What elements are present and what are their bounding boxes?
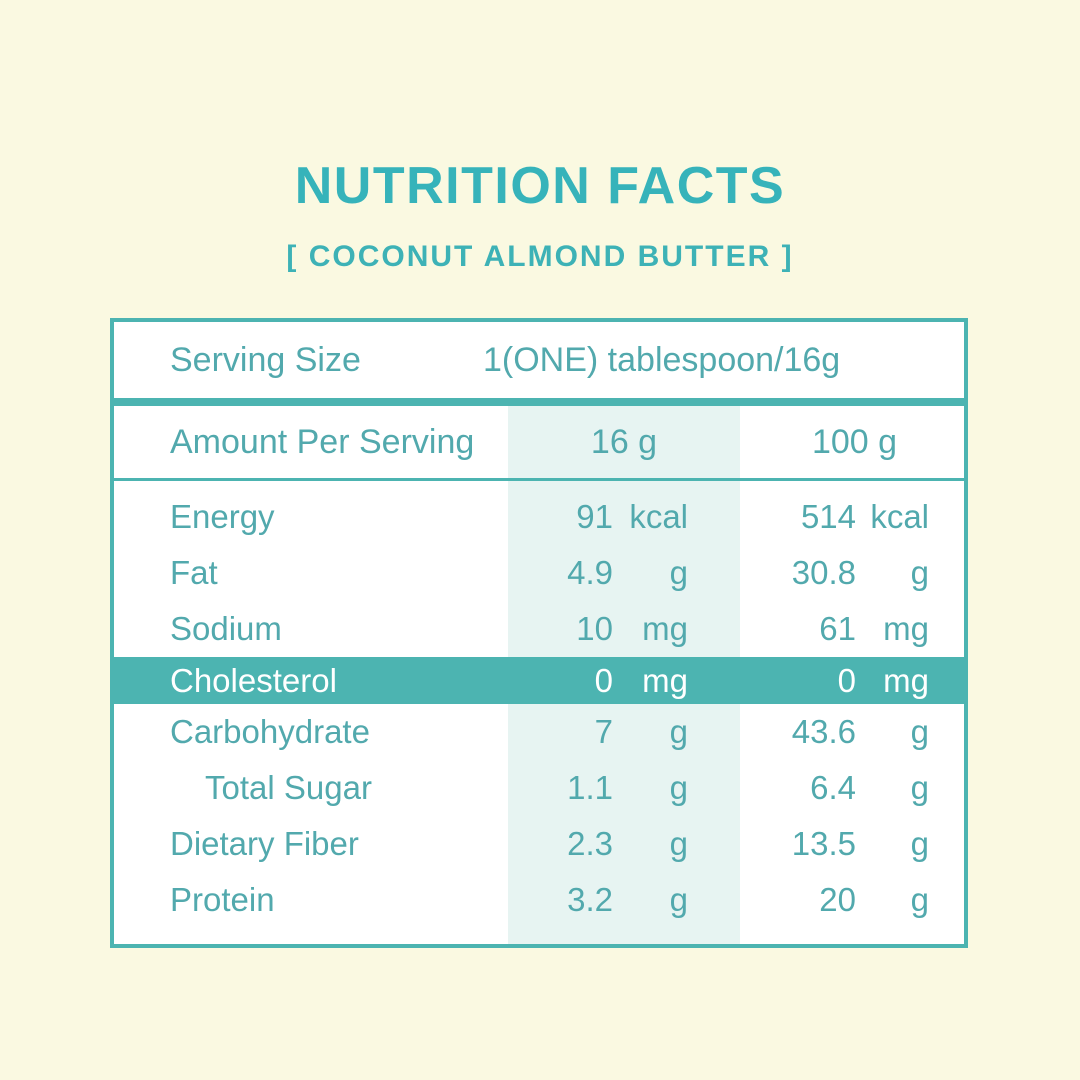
value-per-100g: 6.4	[810, 769, 856, 806]
nutrient-label: Sodium	[170, 610, 282, 647]
unit-per-100g: mg	[883, 661, 929, 699]
nutrient-row-carbohydrate: Carbohydrate 7 g 43.6 g	[114, 704, 964, 760]
unit-per-16g: g	[669, 713, 688, 750]
unit-per-100g: mg	[883, 610, 929, 647]
unit-per-100g: g	[910, 825, 929, 862]
page-title: NUTRITION FACTS	[294, 157, 786, 215]
amount-per-100g: 0 mg	[745, 662, 964, 700]
serving-size-value: 1(ONE) tablespoon/16g	[483, 340, 841, 379]
amount-per-100g: 514 kcal	[745, 498, 964, 536]
value-per-100g: 514	[800, 498, 856, 535]
nutrient-label: Carbohydrate	[170, 713, 370, 750]
amount-per-100g: 30.8 g	[745, 554, 964, 592]
value-per-16g: 91	[576, 498, 613, 535]
value-per-16g: 4.9	[567, 554, 613, 591]
nutrient-label: Protein	[170, 881, 275, 918]
thick-divider	[114, 398, 964, 406]
amount-per-16g: 1.1 g	[508, 769, 740, 807]
amount-per-serving-label: Amount Per Serving	[170, 422, 475, 461]
nutrient-label: Energy	[170, 498, 275, 535]
nutrient-label: Dietary Fiber	[170, 825, 359, 862]
unit-per-16g: mg	[642, 661, 688, 699]
nutrient-label: Total Sugar	[205, 769, 372, 806]
nutrient-row-protein: Protein 3.2 g 20 g	[114, 872, 964, 928]
nutrient-label: Cholesterol	[170, 661, 337, 699]
value-per-100g: 0	[837, 661, 856, 699]
value-per-16g: 7	[594, 713, 613, 750]
amount-per-100g: 20 g	[745, 881, 964, 919]
value-per-16g: 10	[576, 610, 613, 647]
nutrition-table: Serving Size 1(ONE) tablespoon/16g Amoun…	[110, 318, 968, 948]
unit-per-100g: g	[910, 554, 929, 591]
value-per-100g: 20	[819, 881, 856, 918]
value-per-16g: 0	[594, 661, 613, 699]
unit-per-16g: g	[669, 769, 688, 806]
nutrient-row-fat: Fat 4.9 g 30.8 g	[114, 545, 964, 601]
nutrient-row-sodium: Sodium 10 mg 61 mg	[114, 601, 964, 657]
unit-per-16g: mg	[642, 610, 688, 647]
value-per-16g: 2.3	[567, 825, 613, 862]
value-per-100g: 61	[819, 610, 856, 647]
value-per-100g: 43.6	[791, 713, 856, 750]
value-per-16g: 1.1	[567, 769, 613, 806]
unit-per-100g: kcal	[870, 498, 929, 535]
unit-per-16g: g	[669, 825, 688, 862]
nutrient-rows: Energy 91 kcal 514 kcal Fat 4.9 g 30.8 g Sodium 10 m…	[114, 481, 964, 928]
column-header-16g: 16 g	[590, 422, 658, 461]
amount-per-100g: 61 mg	[745, 610, 964, 648]
page-subtitle: [ COCONUT ALMOND BUTTER ]	[286, 240, 794, 273]
amount-per-100g: 43.6 g	[745, 713, 964, 751]
amount-per-16g: 3.2 g	[508, 881, 740, 919]
amount-per-100g: 6.4 g	[745, 769, 964, 807]
unit-per-100g: g	[910, 713, 929, 750]
value-per-100g: 30.8	[791, 554, 856, 591]
amount-per-16g: 0 mg	[508, 662, 740, 700]
value-per-100g: 13.5	[791, 825, 856, 862]
amount-per-100g: 13.5 g	[745, 825, 964, 863]
amount-header-row: Amount Per Serving 16 g 100 g	[114, 406, 964, 478]
unit-per-16g: kcal	[629, 498, 688, 535]
amount-per-16g: 4.9 g	[508, 554, 740, 592]
unit-per-100g: g	[910, 769, 929, 806]
unit-per-100g: g	[910, 881, 929, 918]
value-per-16g: 3.2	[567, 881, 613, 918]
nutrient-label: Fat	[170, 554, 218, 591]
nutrient-row-energy: Energy 91 kcal 514 kcal	[114, 489, 964, 545]
nutrient-row-dietary-fiber: Dietary Fiber 2.3 g 13.5 g	[114, 816, 964, 872]
amount-per-16g: 10 mg	[508, 610, 740, 648]
column-header-100g: 100 g	[811, 422, 898, 461]
serving-size-label: Serving Size	[170, 340, 361, 379]
unit-per-16g: g	[669, 554, 688, 591]
nutrient-row-cholesterol: Cholesterol 0 mg 0 mg	[114, 657, 964, 704]
amount-per-16g: 2.3 g	[508, 825, 740, 863]
poster-header: NUTRITION FACTS [ COCONUT ALMOND BUTTER …	[0, 160, 1080, 272]
thin-divider	[114, 478, 964, 481]
amount-per-16g: 91 kcal	[508, 498, 740, 536]
unit-per-16g: g	[669, 881, 688, 918]
nutrient-row-total-sugar: Total Sugar 1.1 g 6.4 g	[114, 760, 964, 816]
serving-size-row: Serving Size 1(ONE) tablespoon/16g	[114, 322, 964, 398]
